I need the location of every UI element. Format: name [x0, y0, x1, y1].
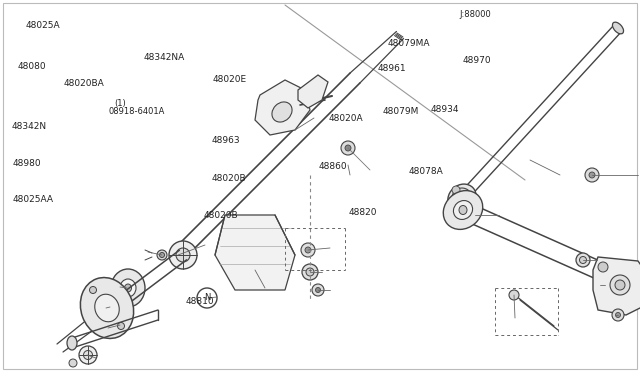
- Ellipse shape: [444, 190, 483, 230]
- Circle shape: [464, 202, 472, 210]
- Text: J:88000: J:88000: [460, 10, 492, 19]
- Polygon shape: [298, 75, 328, 108]
- Text: 48961: 48961: [378, 64, 406, 73]
- Ellipse shape: [120, 279, 136, 297]
- Ellipse shape: [111, 269, 145, 307]
- Ellipse shape: [509, 290, 519, 300]
- Circle shape: [615, 280, 625, 290]
- Circle shape: [612, 309, 624, 321]
- Ellipse shape: [579, 257, 586, 263]
- Circle shape: [316, 288, 321, 292]
- Circle shape: [305, 247, 311, 253]
- Ellipse shape: [67, 336, 77, 350]
- Circle shape: [610, 275, 630, 295]
- Ellipse shape: [453, 201, 472, 219]
- Ellipse shape: [83, 350, 93, 359]
- Text: 48020E: 48020E: [212, 76, 246, 84]
- Text: 48025AA: 48025AA: [13, 195, 54, 203]
- Ellipse shape: [448, 184, 476, 212]
- Text: (1): (1): [114, 99, 125, 108]
- Text: 48820: 48820: [349, 208, 378, 217]
- Ellipse shape: [79, 346, 97, 364]
- Ellipse shape: [125, 284, 131, 292]
- Circle shape: [598, 262, 608, 272]
- Text: 48079M: 48079M: [383, 107, 419, 116]
- Circle shape: [341, 141, 355, 155]
- Polygon shape: [593, 257, 640, 315]
- Polygon shape: [215, 215, 295, 290]
- Text: 48020BA: 48020BA: [64, 79, 105, 88]
- Text: 48342NA: 48342NA: [144, 53, 185, 62]
- Ellipse shape: [118, 323, 125, 330]
- Text: 48980: 48980: [13, 159, 42, 168]
- Text: 48079MA: 48079MA: [387, 39, 429, 48]
- Ellipse shape: [159, 253, 164, 257]
- Ellipse shape: [169, 241, 197, 269]
- Text: 48970: 48970: [462, 56, 491, 65]
- Text: 48080: 48080: [18, 62, 47, 71]
- Text: 48810: 48810: [186, 297, 214, 306]
- Text: N: N: [204, 294, 210, 302]
- Ellipse shape: [176, 248, 190, 262]
- Circle shape: [301, 243, 315, 257]
- Text: 48963: 48963: [211, 136, 240, 145]
- Circle shape: [312, 284, 324, 296]
- Text: 08918-6401A: 08918-6401A: [109, 107, 165, 116]
- Text: 48342N: 48342N: [12, 122, 47, 131]
- Text: 48020B: 48020B: [211, 174, 246, 183]
- Polygon shape: [255, 80, 310, 135]
- Circle shape: [616, 312, 621, 317]
- Ellipse shape: [576, 253, 590, 267]
- Text: 48020A: 48020A: [328, 114, 363, 123]
- Ellipse shape: [90, 286, 97, 294]
- Ellipse shape: [95, 294, 119, 322]
- Ellipse shape: [69, 359, 77, 367]
- Circle shape: [589, 172, 595, 178]
- Text: 48078A: 48078A: [408, 167, 443, 176]
- Circle shape: [302, 264, 318, 280]
- Circle shape: [345, 145, 351, 151]
- Circle shape: [585, 168, 599, 182]
- Ellipse shape: [157, 250, 167, 260]
- Circle shape: [452, 188, 472, 208]
- Ellipse shape: [81, 278, 134, 339]
- Text: 48020B: 48020B: [204, 211, 238, 219]
- Ellipse shape: [459, 205, 467, 215]
- Text: 48860: 48860: [319, 162, 348, 171]
- Circle shape: [452, 186, 460, 194]
- Text: 48934: 48934: [430, 105, 459, 114]
- Text: 48025A: 48025A: [26, 21, 60, 30]
- Ellipse shape: [600, 267, 607, 273]
- Ellipse shape: [612, 22, 623, 34]
- Ellipse shape: [272, 102, 292, 122]
- Circle shape: [306, 268, 314, 276]
